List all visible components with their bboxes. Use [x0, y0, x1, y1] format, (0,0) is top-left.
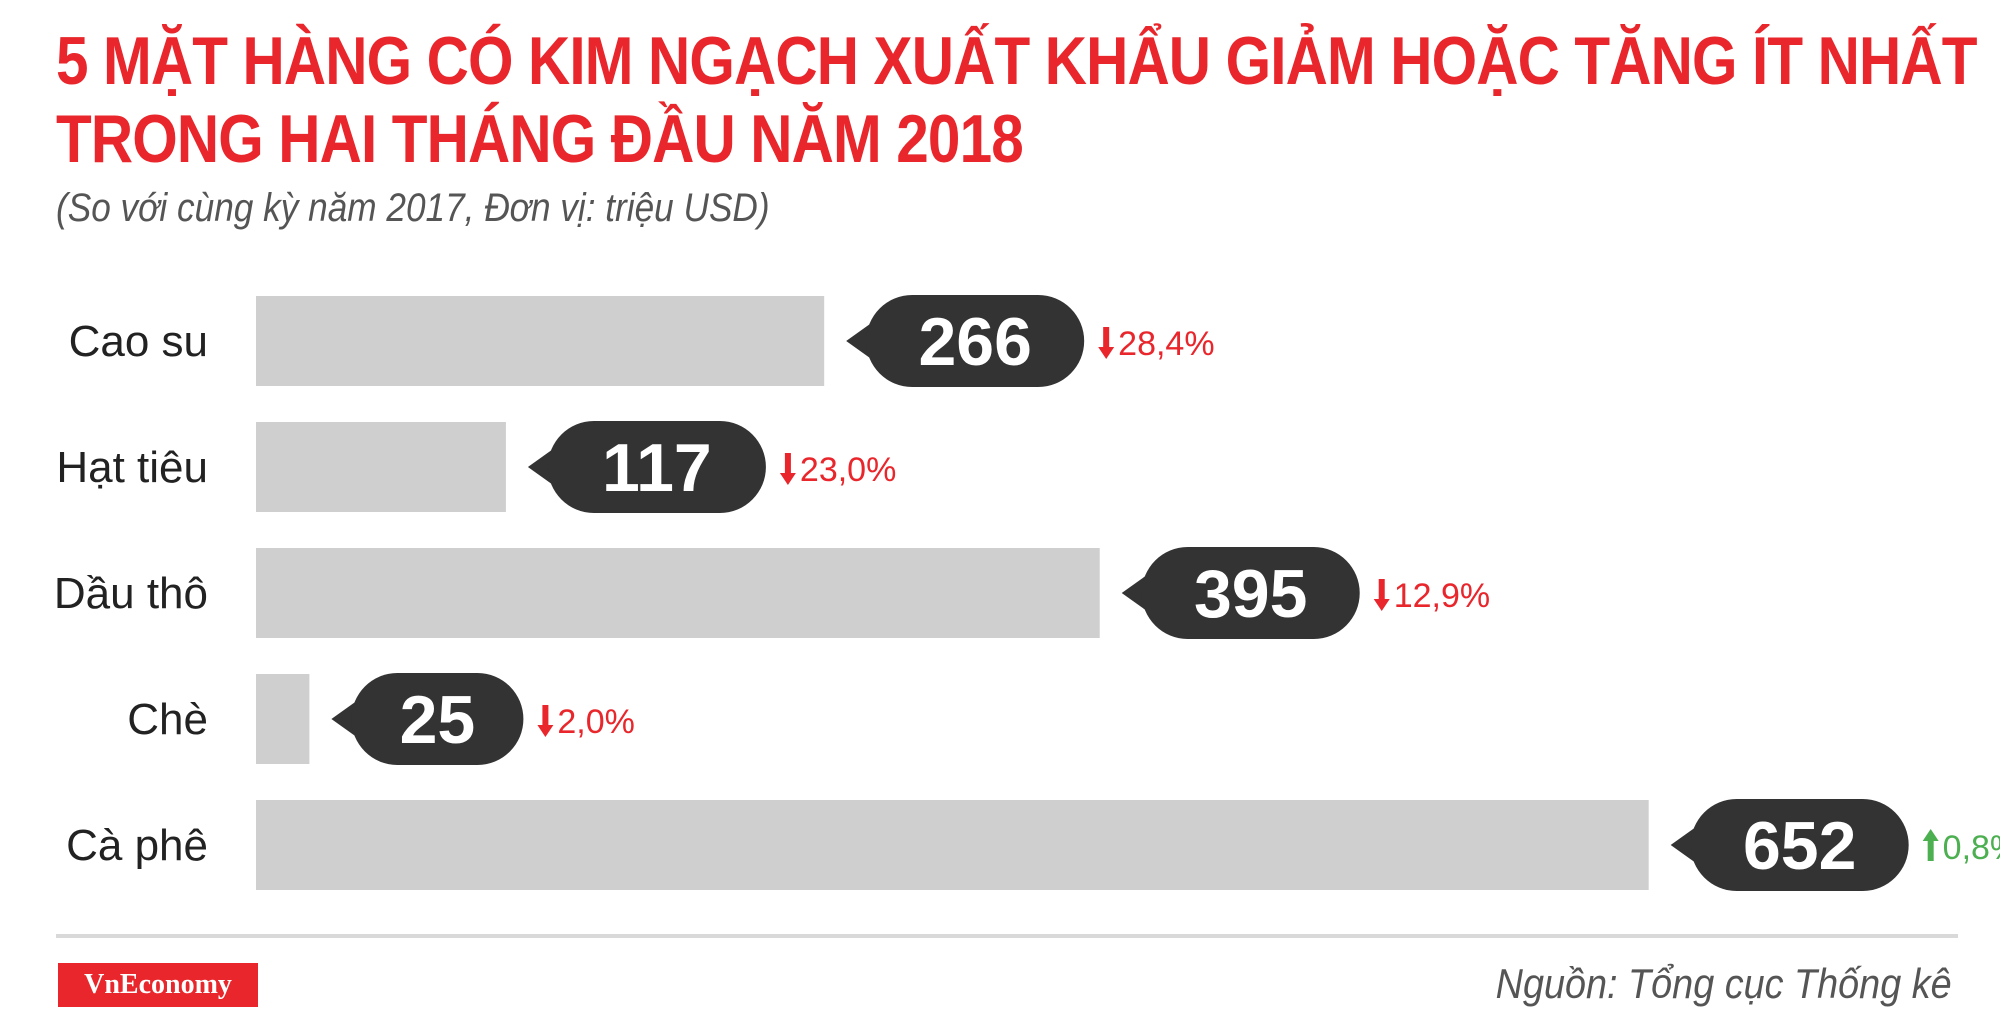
- bar: [256, 296, 825, 386]
- bar: [256, 422, 506, 512]
- change-label: 23,0%: [800, 451, 896, 489]
- category-label: Hạt tiêu: [56, 443, 208, 492]
- arrow-down-icon: [1373, 579, 1390, 611]
- data-label: 652: [1743, 808, 1856, 884]
- category-label: Cao su: [69, 317, 208, 366]
- data-label: 395: [1194, 556, 1307, 632]
- arrow-down-icon: [1098, 327, 1115, 359]
- value-bubble: [547, 421, 766, 513]
- value-bubble: [351, 673, 524, 765]
- category-label: Dầu thô: [54, 569, 208, 618]
- chart-subtitle: (So với cùng kỳ năm 2017, Đơn vị: triệu …: [56, 186, 770, 230]
- value-bubble-pointer: [1121, 573, 1150, 613]
- bar: [256, 674, 310, 764]
- change-label: 0,8%: [1943, 829, 2000, 867]
- bar: [256, 548, 1100, 638]
- bar: [256, 800, 1649, 890]
- value-bubble-pointer: [527, 447, 556, 487]
- arrow-down-icon: [779, 453, 796, 485]
- value-bubble-pointer: [846, 321, 875, 361]
- value-bubble: [1141, 547, 1360, 639]
- data-label: 117: [602, 430, 712, 506]
- chart-title: 5 MẶT HÀNG CÓ KIM NGẠCH XUẤT KHẨU GIẢM H…: [56, 22, 1977, 178]
- chart-title-line-1: 5 MẶT HÀNG CÓ KIM NGẠCH XUẤT KHẨU GIẢM H…: [56, 23, 1977, 99]
- change-label: 12,9%: [1394, 577, 1490, 615]
- vneconomy-logo: VnEconomy: [58, 963, 258, 1007]
- category-label: Cà phê: [66, 821, 208, 870]
- footer-divider: [56, 934, 1958, 938]
- source-note: Nguồn: Tổng cục Thống kê: [1496, 960, 1952, 1007]
- change-label: 2,0%: [557, 703, 635, 741]
- arrow-up-icon: [1922, 829, 1939, 861]
- arrow-down-icon: [537, 705, 554, 737]
- value-bubble-pointer: [1670, 825, 1699, 865]
- value-bubble: [1690, 799, 1909, 891]
- data-label: 25: [400, 682, 476, 758]
- value-bubble: [866, 295, 1085, 387]
- category-label: Chè: [127, 695, 208, 744]
- value-bubble-pointer: [331, 699, 360, 739]
- data-label: 266: [918, 304, 1031, 380]
- bar-chart: Cao su 266 28,4% Hạt tiêu 117 23,0% Dầu thô 395…: [54, 295, 2000, 891]
- chart-title-line-2: TRONG HAI THÁNG ĐẦU NĂM 2018: [56, 101, 1024, 177]
- change-label: 28,4%: [1118, 325, 1214, 363]
